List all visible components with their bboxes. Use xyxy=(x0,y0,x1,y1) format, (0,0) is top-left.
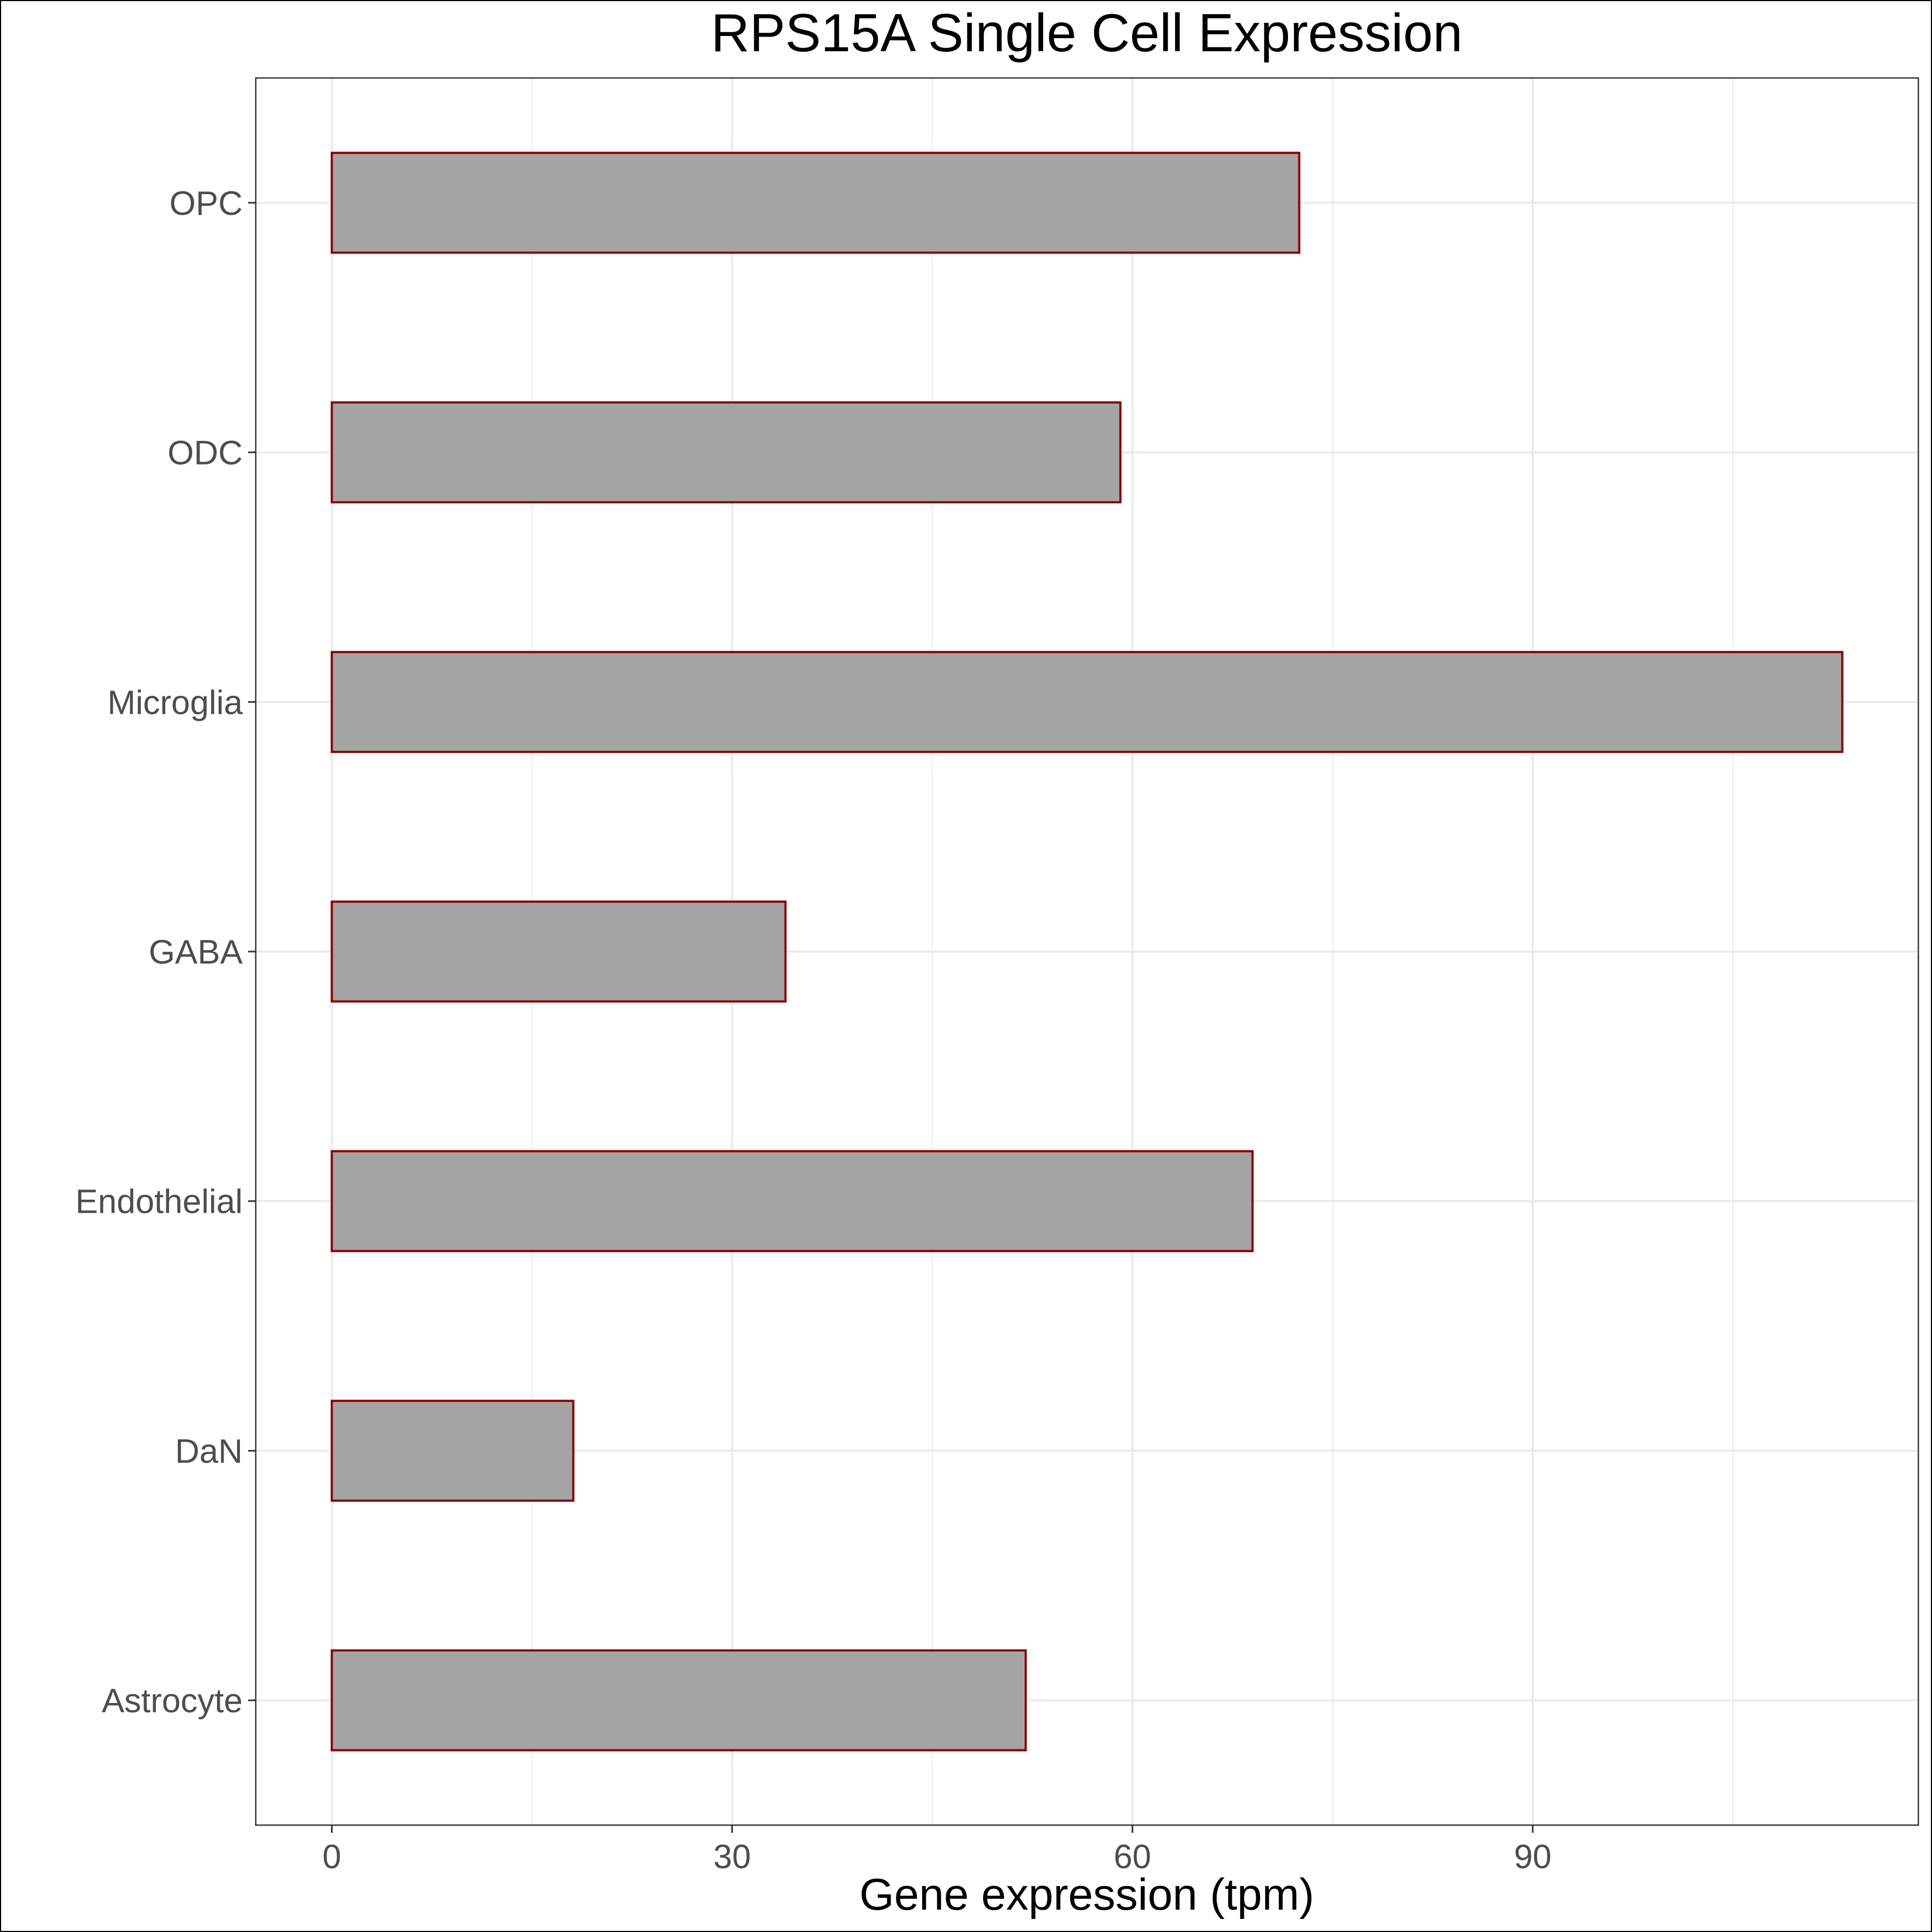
y-tick-label: OPC xyxy=(170,185,243,222)
x-tick-label: 90 xyxy=(1514,1838,1551,1876)
y-axis-ticks: Astrocyte DaN Endothelial GABA Microglia ODC O… xyxy=(75,185,256,1720)
y-tick-label: Microglia xyxy=(107,684,243,721)
y-tick-label: Endothelial xyxy=(75,1183,243,1221)
x-tick-label: 60 xyxy=(1114,1838,1151,1876)
y-tick-label: GABA xyxy=(149,934,243,971)
bar-gaba xyxy=(330,900,787,1003)
y-tick-label: Astrocyte xyxy=(102,1682,243,1720)
bar-astrocyte xyxy=(330,1649,1027,1752)
y-tick-label: ODC xyxy=(167,435,243,472)
x-axis-title: Gene expression (tpm) xyxy=(859,1870,1314,1919)
bar-endothelial xyxy=(330,1150,1254,1253)
y-tick-label: DaN xyxy=(175,1433,243,1470)
x-tick-label: 0 xyxy=(322,1838,341,1876)
x-axis-ticks: 0 30 60 90 xyxy=(322,1825,1551,1876)
x-tick-label: 30 xyxy=(713,1838,751,1876)
bar-odc xyxy=(330,401,1122,504)
bars xyxy=(330,152,1844,1752)
bar-microglia xyxy=(330,651,1844,753)
chart-title: RPS15A Single Cell Expression xyxy=(711,3,1462,63)
bar-opc xyxy=(330,152,1301,254)
bar-dan xyxy=(330,1399,575,1502)
